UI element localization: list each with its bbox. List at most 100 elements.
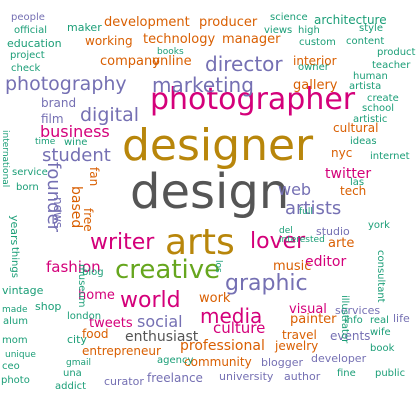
word-tweets: tweets bbox=[89, 316, 133, 331]
word-manager: manager bbox=[222, 32, 281, 47]
word-architecture: architecture bbox=[314, 13, 387, 27]
word-internet: internet bbox=[370, 151, 410, 162]
word-time: time bbox=[35, 137, 56, 147]
word-vintage: vintage bbox=[2, 284, 44, 297]
word-studio: studio bbox=[316, 225, 350, 238]
word-culture: culture bbox=[213, 319, 266, 337]
word-shop: shop bbox=[35, 300, 62, 313]
word-freelance: freelance bbox=[147, 371, 203, 385]
word-social: social bbox=[137, 312, 183, 331]
word-gmail: gmail bbox=[66, 358, 91, 368]
word-info: info bbox=[344, 315, 363, 326]
word-york: york bbox=[368, 220, 390, 231]
word-wife: wife bbox=[370, 327, 391, 338]
word-views: views bbox=[264, 25, 293, 36]
word-custom: custom bbox=[299, 37, 336, 48]
word-owner: owner bbox=[298, 62, 329, 73]
word-writer: writer bbox=[90, 230, 155, 255]
word-director: director bbox=[205, 52, 283, 76]
word-nyc: nyc bbox=[331, 146, 353, 160]
word-city: city bbox=[67, 333, 87, 346]
word-author: author bbox=[284, 370, 321, 383]
word-artistic: artistic bbox=[353, 114, 388, 125]
word-agency: agency bbox=[157, 355, 194, 366]
word-book: book bbox=[370, 343, 395, 354]
word-professional: professional bbox=[180, 338, 265, 354]
word-interior: interior bbox=[293, 54, 337, 68]
word-curator: curator bbox=[104, 375, 144, 388]
word-photography: photography bbox=[5, 73, 127, 95]
word-unique: unique bbox=[5, 350, 36, 360]
word-work: work bbox=[199, 291, 231, 306]
word-years: years bbox=[8, 215, 21, 246]
word-del: del bbox=[279, 226, 293, 236]
word-school: school bbox=[362, 103, 395, 114]
word-una: una bbox=[63, 368, 82, 379]
word-arte: arte bbox=[328, 236, 355, 251]
word-life: life bbox=[393, 312, 410, 325]
word-full: full bbox=[299, 207, 313, 217]
word-teacher: teacher bbox=[372, 60, 411, 71]
word-music: music bbox=[273, 259, 312, 274]
word-born: born bbox=[16, 182, 39, 193]
word-alum: alum bbox=[3, 316, 28, 327]
word-education: education bbox=[7, 37, 62, 50]
word-community: community bbox=[184, 355, 252, 369]
word-photographer: photographer bbox=[150, 82, 356, 117]
word-online: online bbox=[152, 54, 192, 69]
word-high: high bbox=[298, 25, 320, 36]
word-london: london bbox=[67, 311, 102, 322]
word-creative: creative bbox=[115, 255, 221, 285]
word-mom: mom bbox=[2, 335, 28, 346]
word-things: things bbox=[9, 247, 20, 278]
word-tech: tech bbox=[340, 184, 367, 198]
word-enthusiast: enthusiast bbox=[125, 329, 199, 345]
word-real: real bbox=[370, 315, 389, 326]
word-twitter: twitter bbox=[325, 166, 372, 182]
word-university: university bbox=[219, 370, 274, 383]
word-designer: designer bbox=[122, 120, 314, 171]
word-style: style bbox=[359, 23, 383, 34]
word-graphic: graphic bbox=[225, 271, 308, 296]
word-made: made bbox=[2, 305, 28, 315]
word-books: books bbox=[157, 47, 184, 57]
word-artists: artists bbox=[285, 198, 342, 219]
word-events: events bbox=[330, 329, 371, 343]
word-project: project bbox=[10, 50, 45, 61]
word-science: science bbox=[270, 12, 308, 23]
word-business: business bbox=[40, 122, 110, 141]
word-people: people bbox=[11, 12, 45, 23]
word-producer: producer bbox=[199, 15, 258, 30]
word-development: development bbox=[104, 15, 190, 30]
word-fan: fan bbox=[87, 167, 101, 187]
word-create: create bbox=[367, 93, 399, 104]
word-service: service bbox=[12, 167, 48, 178]
word-lover: lover bbox=[250, 229, 306, 254]
word-services: services bbox=[335, 304, 381, 317]
word-travel: travel bbox=[282, 328, 317, 342]
word-artista: artista bbox=[349, 81, 382, 92]
word-ideas: ideas bbox=[350, 136, 377, 147]
word-design: design bbox=[130, 164, 290, 220]
word-student: student bbox=[42, 145, 111, 166]
word-home: home bbox=[78, 288, 115, 303]
word-news: news bbox=[51, 197, 65, 229]
word-web: web bbox=[278, 180, 312, 199]
word-los: los bbox=[213, 260, 223, 273]
word-consultant: consultant bbox=[375, 250, 386, 303]
word-visual: visual bbox=[289, 302, 327, 317]
word-addict: addict bbox=[55, 381, 87, 392]
word-ceo: ceo bbox=[2, 361, 20, 372]
word-marketing: marketing bbox=[152, 73, 254, 97]
word-official: official bbox=[14, 25, 47, 36]
word-blog: blog bbox=[82, 267, 104, 278]
word-editor: editor bbox=[305, 254, 347, 270]
word-interested: interested bbox=[279, 235, 325, 245]
word-entrepreneur: entrepreneur bbox=[82, 344, 161, 358]
word-media: media bbox=[200, 304, 263, 328]
word-free: free bbox=[81, 208, 95, 232]
word-human: human bbox=[353, 71, 388, 82]
word-public: public bbox=[375, 368, 406, 379]
word-wine: wine bbox=[64, 137, 88, 148]
